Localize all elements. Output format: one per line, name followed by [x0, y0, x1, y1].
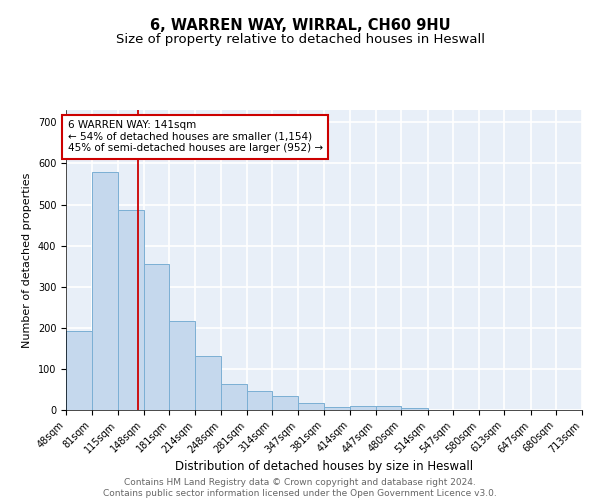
Bar: [272, 396, 298, 410]
Bar: [401, 408, 428, 410]
Y-axis label: Number of detached properties: Number of detached properties: [22, 172, 32, 348]
Text: 6 WARREN WAY: 141sqm
← 54% of detached houses are smaller (1,154)
45% of semi-de: 6 WARREN WAY: 141sqm ← 54% of detached h…: [68, 120, 323, 154]
Bar: [195, 356, 221, 410]
Bar: [143, 264, 169, 410]
Bar: [221, 384, 247, 410]
Bar: [350, 406, 376, 410]
Bar: [66, 331, 92, 410]
Bar: [247, 391, 272, 410]
Bar: [92, 172, 118, 410]
Text: Size of property relative to detached houses in Heswall: Size of property relative to detached ho…: [115, 32, 485, 46]
Bar: [298, 404, 325, 410]
Bar: [118, 210, 143, 410]
Text: 6, WARREN WAY, WIRRAL, CH60 9HU: 6, WARREN WAY, WIRRAL, CH60 9HU: [149, 18, 451, 32]
Bar: [169, 321, 195, 410]
X-axis label: Distribution of detached houses by size in Heswall: Distribution of detached houses by size …: [175, 460, 473, 473]
Bar: [376, 406, 401, 410]
Text: Contains HM Land Registry data © Crown copyright and database right 2024.
Contai: Contains HM Land Registry data © Crown c…: [103, 478, 497, 498]
Bar: [325, 406, 350, 410]
